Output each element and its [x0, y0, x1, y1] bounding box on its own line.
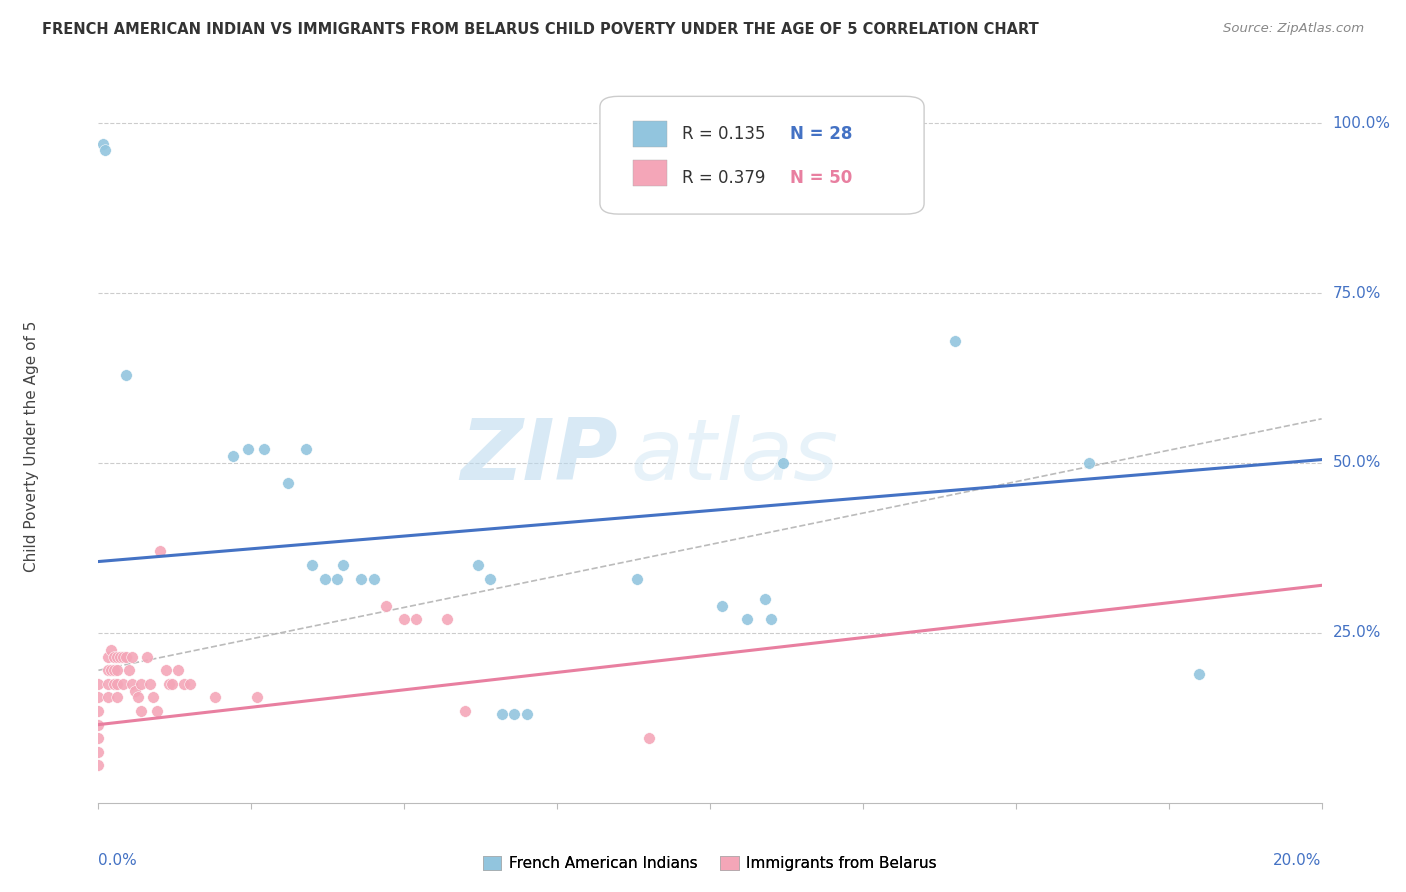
Point [363, 572, 385, 586]
Point [626, 572, 648, 586]
Point [87, 745, 110, 759]
Point [754, 591, 776, 606]
Point [167, 663, 190, 677]
Text: Source: ZipAtlas.com: Source: ZipAtlas.com [1223, 22, 1364, 36]
Text: 50.0%: 50.0% [1333, 456, 1381, 470]
Point [204, 690, 226, 705]
Point [350, 572, 373, 586]
Point [100, 643, 122, 657]
Point [129, 704, 152, 718]
Point [87, 758, 110, 772]
Point [1188, 666, 1211, 681]
Point [332, 558, 354, 572]
Text: 100.0%: 100.0% [1333, 116, 1391, 131]
Point [173, 677, 195, 691]
Point [97, 690, 120, 705]
Text: FRENCH AMERICAN INDIAN VS IMMIGRANTS FROM BELARUS CHILD POVERTY UNDER THE AGE OF: FRENCH AMERICAN INDIAN VS IMMIGRANTS FRO… [42, 22, 1039, 37]
Point [516, 707, 538, 722]
Point [127, 690, 149, 705]
Point [115, 649, 138, 664]
Point [103, 649, 125, 664]
FancyBboxPatch shape [633, 121, 668, 147]
Point [160, 677, 183, 691]
Point [149, 544, 172, 558]
Text: 75.0%: 75.0% [1333, 285, 1381, 301]
Point [405, 612, 427, 626]
Point [100, 663, 122, 677]
Point [93, 144, 115, 158]
Point [111, 649, 134, 664]
Point [1078, 456, 1101, 470]
Point [121, 677, 143, 691]
Point [105, 677, 128, 691]
Text: R = 0.379: R = 0.379 [682, 169, 765, 187]
Point [277, 476, 299, 491]
Text: ZIP: ZIP [461, 415, 619, 499]
Point [374, 599, 396, 613]
Text: 20.0%: 20.0% [1274, 853, 1322, 868]
Point [222, 449, 245, 463]
Point [105, 663, 128, 677]
Point [124, 683, 146, 698]
Point [711, 599, 734, 613]
Point [246, 690, 269, 705]
Point [772, 456, 794, 470]
Legend: French American Indians, Immigrants from Belarus: French American Indians, Immigrants from… [477, 850, 943, 877]
Text: Child Poverty Under the Age of 5: Child Poverty Under the Age of 5 [24, 320, 38, 572]
Point [87, 677, 110, 691]
Point [943, 334, 966, 348]
Point [111, 677, 134, 691]
Point [139, 677, 162, 691]
Point [467, 558, 489, 572]
Point [118, 663, 141, 677]
Point [238, 442, 260, 457]
Point [97, 663, 120, 677]
Point [97, 677, 120, 691]
Point [503, 707, 526, 722]
Point [301, 558, 323, 572]
Point [103, 663, 125, 677]
Point [637, 731, 661, 746]
Point [129, 677, 152, 691]
Point [314, 572, 336, 586]
Point [105, 649, 128, 664]
Point [121, 649, 143, 664]
Point [392, 612, 416, 626]
Point [105, 690, 128, 705]
Point [91, 136, 114, 151]
Point [115, 368, 138, 382]
Point [478, 572, 501, 586]
FancyBboxPatch shape [600, 96, 924, 214]
Point [454, 704, 477, 718]
Point [142, 690, 165, 705]
Point [252, 442, 274, 457]
Point [97, 649, 120, 664]
Point [326, 572, 349, 586]
Point [145, 704, 167, 718]
Point [759, 612, 782, 626]
Text: 0.0%: 0.0% [98, 853, 138, 868]
Text: R = 0.135: R = 0.135 [682, 125, 765, 143]
FancyBboxPatch shape [633, 161, 668, 186]
Point [87, 717, 110, 731]
Point [108, 649, 131, 664]
Point [136, 649, 159, 664]
Point [103, 677, 125, 691]
Point [295, 442, 318, 457]
Text: N = 50: N = 50 [790, 169, 852, 187]
Point [179, 677, 201, 691]
Point [491, 707, 513, 722]
Text: 25.0%: 25.0% [1333, 625, 1381, 640]
Text: atlas: atlas [630, 415, 838, 499]
Point [87, 690, 110, 705]
Point [155, 663, 177, 677]
Point [87, 704, 110, 718]
Point [87, 731, 110, 746]
Point [157, 677, 180, 691]
Point [436, 612, 458, 626]
Text: N = 28: N = 28 [790, 125, 852, 143]
Point [735, 612, 758, 626]
